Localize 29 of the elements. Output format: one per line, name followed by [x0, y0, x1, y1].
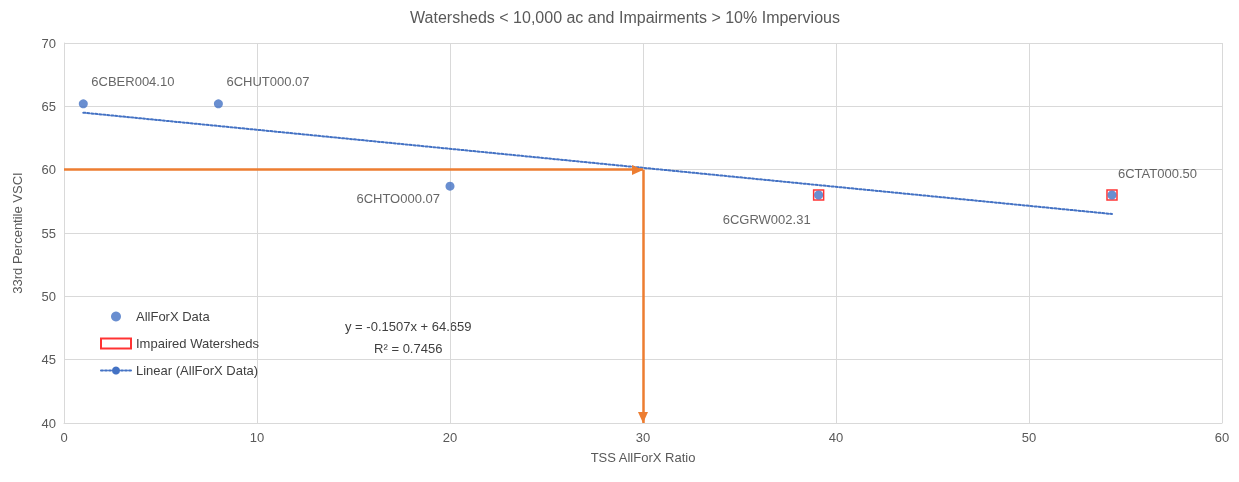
annotation: 6CTAT000.50 [1117, 165, 1198, 181]
x-tick-label: 0 [60, 430, 68, 445]
annotation: 6CGRW002.31 [722, 211, 811, 227]
annotation: 6CHTO000.07 [356, 190, 440, 206]
y-axis-title: 33rd Percentile VSCI [10, 172, 25, 294]
chart-title: Watersheds < 10,000 ac and Impairments > 10% Impervious [410, 8, 840, 26]
annotation: y = -0.1507x + 64.659 R² = 0.7456 [345, 318, 472, 356]
x-axis-title: TSS AllForX Ratio [590, 450, 696, 465]
y-tick-label: 40 [41, 415, 56, 431]
point [78, 99, 88, 109]
x-tick-label: 30 [635, 430, 651, 445]
y-tick-label: 60 [41, 162, 56, 178]
y-tick-label: 45 [41, 352, 56, 368]
legend-label: Linear (AllForX Data) [136, 363, 259, 378]
x-tick-label: 10 [249, 430, 265, 445]
legend-label: Impaired Watersheds [136, 336, 260, 351]
x-tick-label: 20 [442, 430, 458, 445]
x-tick-label: 60 [1214, 430, 1230, 445]
y-tick-label: 55 [41, 225, 56, 241]
legend-label: AllForX Data [136, 309, 211, 324]
y-tick-label: 50 [41, 288, 56, 304]
point [213, 99, 223, 109]
x-tick-label: 50 [1021, 430, 1037, 445]
y-tick-label: 65 [41, 98, 56, 114]
y-tick-label: 70 [41, 35, 56, 51]
annotation: 6CBER004.10 [91, 74, 175, 90]
annotation: 6CHUT000.07 [226, 74, 310, 90]
point [445, 181, 455, 191]
x-tick-label: 40 [828, 430, 844, 445]
